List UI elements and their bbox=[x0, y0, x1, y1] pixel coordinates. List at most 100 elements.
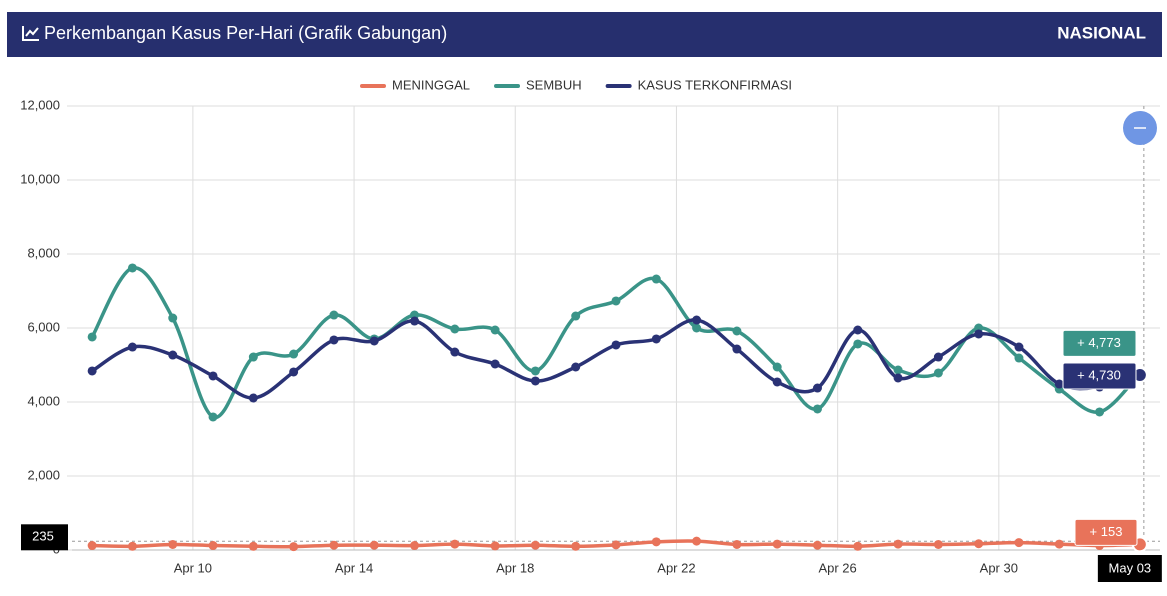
x-tick-label: Apr 22 bbox=[657, 560, 695, 575]
data-point bbox=[87, 332, 97, 342]
crosshair-y-label: 235 bbox=[32, 529, 54, 544]
x-tick-label: Apr 18 bbox=[496, 560, 534, 575]
data-point bbox=[127, 263, 137, 273]
data-point bbox=[289, 542, 299, 552]
data-point bbox=[893, 373, 903, 383]
y-tick-label: 4,000 bbox=[27, 393, 60, 408]
legend-label: MENINGGAL bbox=[392, 77, 470, 92]
data-point bbox=[651, 537, 661, 547]
data-point bbox=[853, 339, 863, 349]
data-point bbox=[530, 376, 540, 386]
y-tick-label: 10,000 bbox=[20, 171, 60, 186]
data-point bbox=[1095, 407, 1105, 417]
data-point bbox=[369, 336, 379, 346]
x-tick-label: Apr 26 bbox=[818, 560, 856, 575]
data-point bbox=[87, 366, 97, 376]
header-bar bbox=[7, 12, 1162, 57]
data-point bbox=[450, 539, 460, 549]
data-point bbox=[611, 340, 621, 350]
data-point bbox=[450, 324, 460, 334]
data-point bbox=[329, 540, 339, 550]
data-point bbox=[490, 325, 500, 335]
data-point bbox=[1054, 539, 1064, 549]
data-point bbox=[812, 383, 822, 393]
data-point bbox=[933, 368, 943, 378]
data-point bbox=[450, 347, 460, 357]
x-tick-label: Apr 14 bbox=[335, 560, 373, 575]
chart-icon bbox=[22, 26, 39, 41]
x-tick-label: Apr 30 bbox=[980, 560, 1018, 575]
data-point bbox=[410, 541, 420, 551]
data-point bbox=[208, 412, 218, 422]
data-point bbox=[974, 329, 984, 339]
data-point bbox=[571, 362, 581, 372]
data-point bbox=[651, 274, 661, 284]
chart-title: Perkembangan Kasus Per-Hari (Grafik Gabu… bbox=[44, 23, 447, 43]
y-tick-label: 2,000 bbox=[27, 467, 60, 482]
data-point bbox=[1014, 353, 1024, 363]
tooltip-box bbox=[1062, 329, 1137, 357]
data-point bbox=[692, 536, 702, 546]
data-point bbox=[732, 326, 742, 336]
data-point bbox=[127, 342, 137, 352]
data-point bbox=[812, 404, 822, 414]
tooltip-label: + 4,773 bbox=[1077, 335, 1121, 350]
data-point bbox=[168, 350, 178, 360]
data-point bbox=[208, 371, 218, 381]
data-point bbox=[127, 541, 137, 551]
y-tick-label: 6,000 bbox=[27, 319, 60, 334]
tooltip-label: + 153 bbox=[1090, 524, 1123, 539]
tooltip-label: + 4,730 bbox=[1077, 367, 1121, 382]
data-point bbox=[772, 362, 782, 372]
data-point bbox=[1014, 342, 1024, 352]
y-tick-label: 8,000 bbox=[27, 245, 60, 260]
data-point bbox=[248, 393, 258, 403]
data-point bbox=[853, 541, 863, 551]
data-point bbox=[410, 316, 420, 326]
crosshair-x-label: May 03 bbox=[1109, 560, 1152, 575]
legend-label: SEMBUH bbox=[526, 77, 582, 92]
data-point bbox=[772, 377, 782, 387]
y-tick-label: 12,000 bbox=[20, 97, 60, 112]
data-point bbox=[329, 310, 339, 320]
data-point bbox=[933, 352, 943, 362]
data-point bbox=[248, 352, 258, 362]
data-point bbox=[248, 541, 258, 551]
data-point bbox=[772, 539, 782, 549]
x-tick-label: Apr 10 bbox=[174, 560, 212, 575]
data-point bbox=[692, 315, 702, 325]
data-point bbox=[530, 366, 540, 376]
data-point bbox=[530, 540, 540, 550]
data-point bbox=[1014, 538, 1024, 548]
data-point bbox=[490, 541, 500, 551]
series-line bbox=[90, 266, 1142, 419]
legend-label: KASUS TERKONFIRMASI bbox=[638, 77, 792, 92]
data-point bbox=[571, 541, 581, 551]
data-point bbox=[571, 311, 581, 321]
data-point bbox=[812, 540, 822, 550]
data-point bbox=[1054, 379, 1064, 389]
data-point bbox=[893, 365, 903, 375]
data-point bbox=[933, 539, 943, 549]
data-point bbox=[369, 540, 379, 550]
data-point bbox=[289, 349, 299, 359]
data-point bbox=[692, 323, 702, 333]
crosshair-x-box bbox=[1097, 555, 1162, 582]
data-point bbox=[611, 540, 621, 550]
data-point bbox=[651, 334, 661, 344]
region-label: NASIONAL bbox=[1057, 23, 1146, 42]
data-point bbox=[893, 539, 903, 549]
data-point bbox=[289, 367, 299, 377]
data-point bbox=[168, 539, 178, 549]
data-point bbox=[208, 541, 218, 551]
data-point bbox=[490, 359, 500, 369]
data-point bbox=[974, 539, 984, 549]
legend: MENINGGAL SEMBUH KASUS TERKONFIRMASI bbox=[360, 77, 792, 92]
crosshair-y-box bbox=[21, 524, 68, 551]
data-point bbox=[329, 335, 339, 345]
data-point bbox=[732, 344, 742, 354]
tooltip-box bbox=[1074, 518, 1138, 546]
tooltip-box bbox=[1062, 362, 1137, 390]
data-point bbox=[853, 325, 863, 335]
